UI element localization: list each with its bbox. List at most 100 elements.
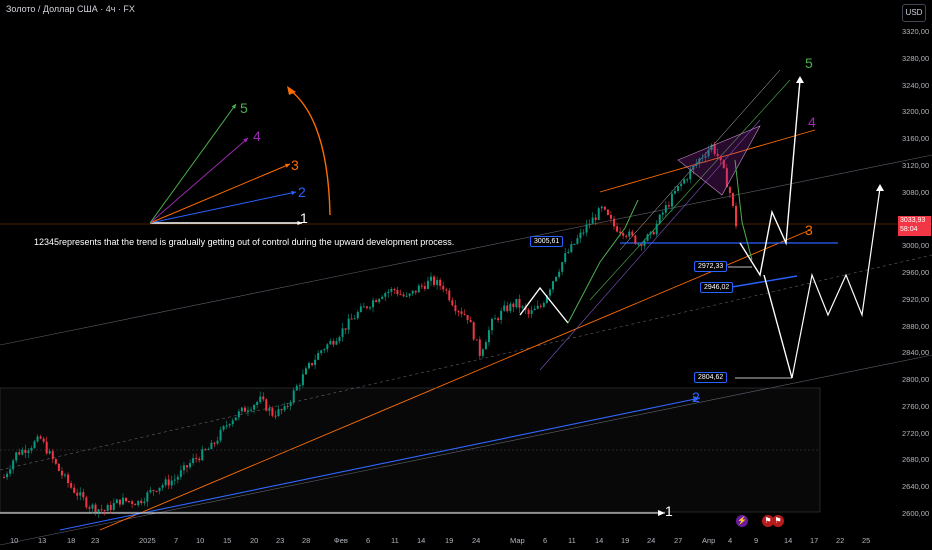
candle-body bbox=[91, 504, 94, 509]
candle-body bbox=[613, 218, 615, 227]
candle-body bbox=[204, 449, 207, 451]
candle-body bbox=[317, 353, 320, 360]
price-tick-label: 2960,00 bbox=[902, 268, 930, 277]
price-tick-label: 3200,00 bbox=[902, 107, 930, 117]
candle-body bbox=[579, 232, 582, 239]
price-tick-label: 3160,00 bbox=[902, 134, 930, 144]
candle-body bbox=[378, 298, 381, 302]
candle-body bbox=[426, 280, 429, 289]
candle-body bbox=[350, 318, 353, 320]
candle-body bbox=[274, 415, 277, 417]
projection-arrowhead bbox=[876, 184, 884, 191]
candle-body bbox=[704, 156, 707, 158]
candle-body bbox=[265, 399, 268, 411]
candle-body bbox=[689, 169, 692, 180]
legend-label-3: 3 bbox=[291, 157, 299, 173]
candle-body bbox=[329, 340, 332, 345]
candle-body bbox=[728, 187, 731, 193]
candle-body bbox=[722, 160, 725, 169]
candle-body bbox=[323, 349, 326, 351]
candle-body bbox=[372, 300, 375, 308]
candle-body bbox=[12, 460, 15, 470]
candle-body bbox=[320, 350, 323, 354]
price-tick-label: 3240,00 bbox=[902, 80, 930, 90]
candle-body bbox=[344, 328, 347, 330]
candle-body bbox=[186, 465, 188, 468]
candle-body bbox=[655, 223, 658, 235]
legend-label-1: 1 bbox=[300, 210, 308, 226]
candle-body bbox=[311, 363, 314, 365]
candle-body bbox=[677, 186, 680, 192]
candle-body bbox=[512, 303, 515, 308]
date-tick-label: 25 bbox=[862, 536, 871, 545]
date-tick-label: 23 bbox=[276, 536, 285, 545]
candle-body bbox=[182, 465, 185, 471]
candle-body bbox=[381, 296, 384, 299]
candle-body bbox=[67, 474, 70, 484]
candle-body bbox=[670, 193, 673, 207]
candle-body bbox=[253, 404, 256, 410]
candle-body bbox=[405, 295, 408, 297]
candle-body bbox=[674, 191, 676, 194]
currency-button[interactable]: USD bbox=[902, 4, 926, 22]
candle-body bbox=[466, 314, 469, 320]
date-tick-label: 6 bbox=[366, 536, 371, 545]
candle-body bbox=[222, 426, 225, 430]
current-price-label: 3033,93 58:04 bbox=[898, 216, 931, 236]
price-tick-label: 3320,00 bbox=[902, 27, 930, 36]
legend-label-5: 5 bbox=[240, 100, 248, 116]
candle-body bbox=[384, 293, 387, 297]
candle-body bbox=[295, 385, 298, 391]
candle-body bbox=[332, 340, 335, 345]
candle-body bbox=[542, 303, 545, 307]
candle-body bbox=[3, 477, 5, 479]
candle-body bbox=[454, 305, 457, 312]
candle-body bbox=[45, 441, 48, 454]
candle-body bbox=[103, 510, 106, 512]
candle-body bbox=[121, 497, 124, 505]
candle-body bbox=[664, 205, 667, 213]
projection-path bbox=[739, 79, 801, 379]
date-tick-label: 7 bbox=[174, 536, 179, 545]
candle-body bbox=[231, 420, 234, 425]
price-tick-label: 2720,00 bbox=[902, 428, 930, 438]
date-tick-label: 14 bbox=[595, 536, 604, 545]
candle-body bbox=[161, 485, 164, 488]
flash-icon[interactable]: ⚡ bbox=[736, 515, 748, 527]
candle-body bbox=[268, 408, 271, 411]
bottom-line-arrowhead bbox=[658, 510, 665, 516]
candle-body bbox=[18, 452, 21, 455]
flag-icon[interactable]: ⚑ bbox=[762, 515, 774, 527]
candle-body bbox=[173, 479, 176, 481]
candle-body bbox=[533, 308, 536, 311]
flag-icon-2[interactable]: ⚑ bbox=[772, 515, 784, 527]
legend-arrowhead-3 bbox=[285, 163, 290, 168]
diagonal-line-green bbox=[589, 79, 791, 301]
candle-body bbox=[247, 410, 249, 412]
candle-body bbox=[167, 479, 170, 486]
candle-body bbox=[365, 306, 368, 309]
candle-body bbox=[497, 318, 500, 320]
date-axis[interactable]: 10 13 18 23 2025 7 10 15 20 23 28 Фев 6 11 14 19 24 Мар 6 1… bbox=[0, 506, 897, 550]
candle-body bbox=[353, 318, 356, 320]
candle-body bbox=[298, 385, 301, 387]
candle-body bbox=[259, 396, 262, 402]
candle-body bbox=[152, 490, 155, 492]
price-tick-label: 3080,00 bbox=[902, 187, 930, 197]
candle-body bbox=[42, 438, 45, 442]
price-axis[interactable]: 3320,00 3280,00 3240,00 3200,00 3160,00 3120,… bbox=[897, 0, 932, 520]
candle-body bbox=[399, 294, 402, 296]
candle-body bbox=[487, 330, 490, 343]
candle-body bbox=[115, 499, 118, 504]
candle-body bbox=[27, 450, 30, 453]
candle-body bbox=[9, 469, 12, 474]
candle-body bbox=[491, 318, 493, 331]
date-tick-label: Мар bbox=[510, 536, 525, 545]
price-tick-label: 3000,00 bbox=[902, 241, 930, 251]
candle-body bbox=[256, 401, 259, 405]
candle-body bbox=[146, 492, 149, 502]
candle-body bbox=[36, 436, 39, 442]
date-tick-label: 10 bbox=[10, 536, 19, 545]
date-tick-label: 24 bbox=[472, 536, 481, 545]
